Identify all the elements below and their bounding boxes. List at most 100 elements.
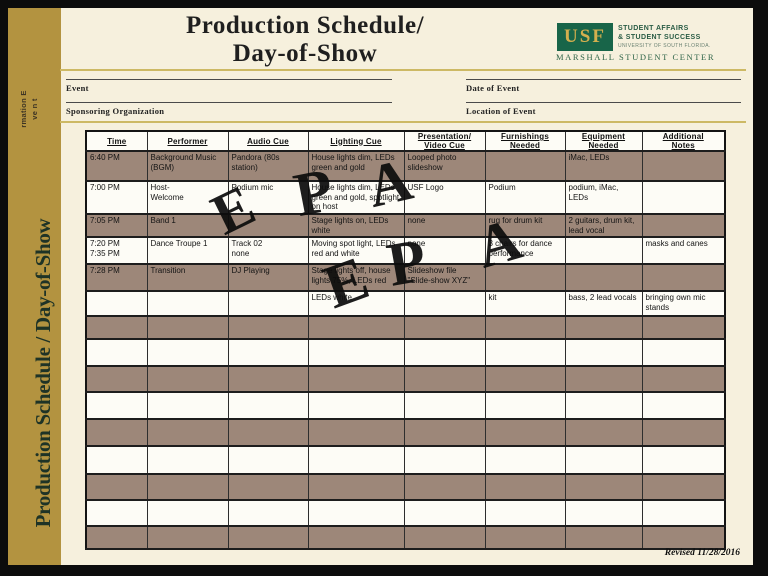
table-cell: House lights dim, LEDs green and gold	[307, 150, 405, 183]
table-cell: none	[403, 236, 486, 266]
table-cell	[564, 391, 643, 421]
table-cell	[227, 315, 309, 341]
table-row	[85, 315, 726, 341]
table-row	[85, 418, 726, 448]
sidebar-edge-text: rmation E ve n t	[19, 73, 41, 145]
table-cell: Background Music (BGM)	[146, 150, 229, 183]
table-row	[85, 391, 726, 421]
sponsoring-organization-field-line	[66, 102, 392, 103]
table-cell	[484, 315, 566, 341]
table-cell: House lights dim, LEDs green and gold, s…	[307, 180, 405, 216]
table-cell: Band 1	[146, 213, 229, 239]
page-title: Production Schedule/ Day-of-Show	[120, 12, 490, 68]
table-cell	[307, 473, 405, 502]
table-cell: 7:20 PM 7:35 PM	[85, 236, 148, 266]
table-cell	[227, 445, 309, 476]
table-cell: Podium mic	[227, 180, 309, 216]
table-cell: Pandora (80s station)	[227, 150, 309, 183]
table-cell	[403, 473, 486, 502]
table-row	[85, 338, 726, 368]
table-cell	[641, 263, 726, 293]
table-row	[85, 499, 726, 528]
table-cell	[307, 445, 405, 476]
page-title-line2: Day-of-Show	[232, 40, 378, 67]
table-cell	[146, 473, 229, 502]
schedule-table: Time Performer Audio Cue Lighting Cue Presen…	[85, 130, 726, 551]
usf-logo-text: STUDENT AFFAIRS & STUDENT SUCCESS UNIVER…	[618, 23, 711, 50]
usf-logo: USF STUDENT AFFAIRS & STUDENT SUCCESS UN…	[557, 23, 711, 51]
table-cell: bass, 2 lead vocals	[564, 290, 643, 318]
table-cell: LEDs white	[307, 290, 405, 318]
table-row: 7:20 PM 7:35 PM Dance Troupe 1 Track 02 no…	[85, 236, 726, 266]
column-header: Equipment Needed	[564, 130, 643, 153]
table-cell	[227, 213, 309, 239]
table-cell	[85, 418, 148, 448]
table-cell	[403, 391, 486, 421]
table-cell	[307, 499, 405, 528]
revised-date-note: Revised 11/28/2016	[664, 548, 740, 558]
table-cell: rug for drum kit	[484, 213, 566, 239]
table-cell	[564, 263, 643, 293]
table-cell	[641, 150, 726, 183]
table-cell: 3 chairs for dance performance	[484, 236, 566, 266]
table-cell	[403, 525, 486, 551]
table-cell: Track 02 none	[227, 236, 309, 266]
page-title-line1: Production Schedule/	[185, 12, 425, 39]
logo-dept-line1: STUDENT AFFAIRS	[618, 25, 689, 32]
table-cell	[146, 365, 229, 394]
table-cell	[564, 365, 643, 394]
table-row: 7:28 PM Transition DJ Playing Stage lights …	[85, 263, 726, 293]
table-cell: Transition	[146, 263, 229, 293]
table-cell: 7:28 PM	[85, 263, 148, 293]
table-cell	[227, 391, 309, 421]
table-cell	[307, 338, 405, 368]
sidebar-edge-text-line2: ve n t	[29, 98, 39, 120]
table-cell	[484, 150, 566, 183]
table-cell	[484, 525, 566, 551]
header-row: Time Performer Audio Cue Lighting Cue Presen…	[85, 130, 726, 153]
sponsoring-organization-field-label: Sponsoring Organization	[66, 106, 165, 116]
table-cell	[403, 290, 486, 318]
table-cell: 6:40 PM	[85, 150, 148, 183]
event-field-label: Event	[66, 83, 89, 93]
table-cell: masks and canes	[641, 236, 726, 266]
table-cell: Stage lights off, house lights 75%, LEDs…	[307, 263, 405, 293]
table-cell: bringing own mic stands	[641, 290, 726, 318]
table-cell	[403, 499, 486, 528]
table-cell	[641, 525, 726, 551]
table-row: LEDs white kit bass, 2 lead vocals bringing…	[85, 290, 726, 318]
logo-dept-line3: UNIVERSITY OF SOUTH FLORIDA.	[618, 42, 711, 49]
table-cell	[564, 525, 643, 551]
table-cell: Host- Welcome	[146, 180, 229, 216]
table-cell	[307, 525, 405, 551]
table-cell: kit	[484, 290, 566, 318]
table-cell	[641, 391, 726, 421]
table-cell	[484, 418, 566, 448]
table-cell	[641, 445, 726, 476]
table-cell	[641, 315, 726, 341]
table-cell: Looped photo slideshow	[403, 150, 486, 183]
table-cell: Podium	[484, 180, 566, 216]
table-cell	[146, 315, 229, 341]
table-cell	[641, 365, 726, 394]
table-row	[85, 365, 726, 394]
table-row: 6:40 PM Background Music (BGM) Pandora (80…	[85, 150, 726, 183]
table-cell	[227, 499, 309, 528]
column-header: Audio Cue	[227, 130, 309, 153]
event-field-line	[66, 79, 392, 80]
table-cell	[564, 418, 643, 448]
table-cell	[227, 290, 309, 318]
table-cell	[146, 445, 229, 476]
table-cell	[85, 365, 148, 394]
table-cell	[85, 315, 148, 341]
header-divider-bottom	[60, 121, 746, 123]
table-cell	[484, 338, 566, 368]
table-cell	[85, 525, 148, 551]
table-cell	[307, 365, 405, 394]
table-cell: 7:00 PM	[85, 180, 148, 216]
table-cell: Moving spot light, LEDs red and white	[307, 236, 405, 266]
sidebar-edge-text-line1: rmation E	[19, 90, 28, 128]
table-row	[85, 473, 726, 502]
table-cell	[403, 365, 486, 394]
table-cell	[641, 418, 726, 448]
